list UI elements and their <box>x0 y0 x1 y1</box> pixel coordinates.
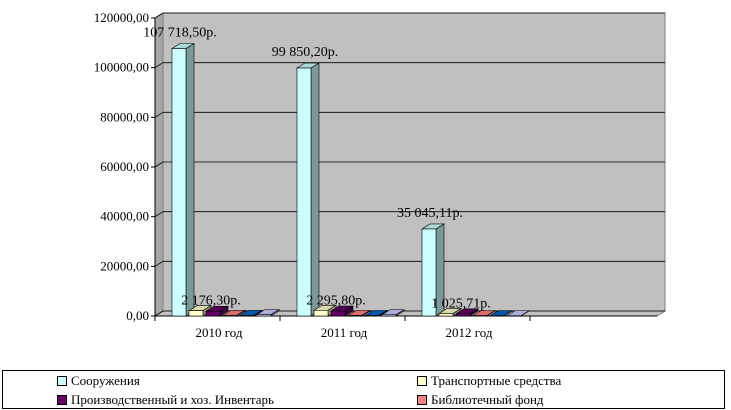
bar <box>347 315 363 317</box>
gridline-side <box>154 211 164 218</box>
data-label: 99 850,20р. <box>272 45 339 60</box>
y-tick-label: 120000,00 <box>94 10 149 25</box>
y-tick-label: 100000,00 <box>94 60 149 75</box>
data-label: 2 176,30р. <box>181 294 241 309</box>
gridline-side <box>154 260 164 267</box>
bar <box>455 313 471 317</box>
gridline-side <box>154 12 164 19</box>
y-tick-label: 20000,00 <box>100 258 149 273</box>
data-label: 35 045,11р. <box>397 206 463 221</box>
bar <box>381 314 397 317</box>
bar-side <box>310 62 320 317</box>
gridline-side <box>154 161 164 168</box>
data-label: 2 295,80р. <box>306 293 366 308</box>
legend-item-transport: Транспортные средства <box>417 373 561 389</box>
y-tick-label: 80000,00 <box>100 109 149 124</box>
chart-legend: Сооружения Транспортные средства Произво… <box>2 370 725 409</box>
bar-side <box>185 42 195 317</box>
bar <box>222 314 238 317</box>
data-label: 107 718,50р. <box>143 25 217 40</box>
bar <box>489 315 505 317</box>
bar <box>364 315 380 317</box>
legend-swatch <box>57 376 67 387</box>
y-tick-label: 40000,00 <box>100 209 149 224</box>
bar <box>506 315 522 317</box>
chart-plot: 0,00 20000,00 40000,00 60000,00 80000,00 1000… <box>94 10 667 340</box>
legend-label: Библиотечный фонд <box>431 392 544 407</box>
data-label: 1 025,71р. <box>431 296 491 311</box>
bar <box>239 315 255 317</box>
legend-item-inventar: Производственный и хоз. Инвентарь <box>57 392 274 408</box>
legend-label: Сооружения <box>71 373 140 388</box>
bar <box>330 310 346 317</box>
gridline-side <box>154 62 164 69</box>
bar <box>256 314 272 317</box>
bar <box>296 67 312 317</box>
bar <box>313 309 329 317</box>
y-tick-label: 60000,00 <box>100 159 149 174</box>
y-tick-label: 0,00 <box>126 308 149 323</box>
legend-swatch <box>417 395 427 406</box>
gridline-side <box>154 111 164 118</box>
legend-label: Производственный и хоз. Инвентарь <box>71 392 274 407</box>
x-tick-label: 2011 год <box>321 325 368 340</box>
bar <box>421 228 437 317</box>
bar <box>472 315 488 317</box>
legend-item-sooruzheniya: Сооружения <box>57 373 140 389</box>
gridline-side <box>154 310 164 317</box>
x-tick-label: 2012 год <box>446 325 493 340</box>
bar <box>438 313 454 317</box>
bar <box>188 310 204 317</box>
legend-swatch <box>417 376 427 387</box>
legend-swatch <box>57 395 67 406</box>
bar <box>205 310 221 317</box>
legend-item-library: Библиотечный фонд <box>417 392 544 408</box>
x-tick-label: 2010 год <box>196 325 243 340</box>
bar <box>171 48 187 317</box>
legend-label: Транспортные средства <box>431 373 562 388</box>
